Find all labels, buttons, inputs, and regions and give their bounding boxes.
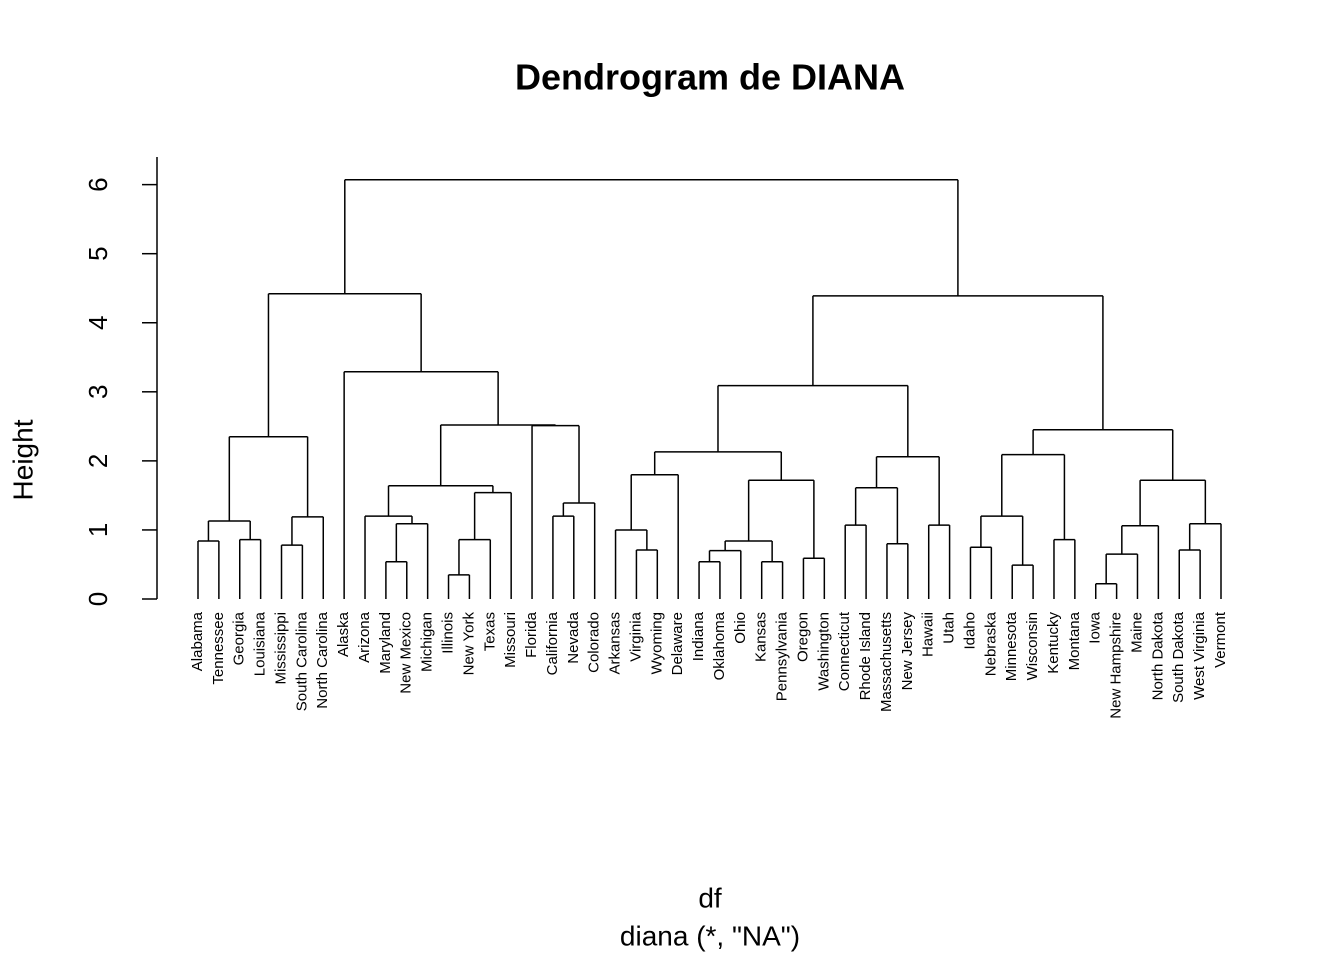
- leaf-label: Minnesota: [1003, 611, 1020, 681]
- y-tick-label: 4: [83, 316, 113, 330]
- y-tick-label: 5: [83, 246, 113, 260]
- leaf-label: South Dakota: [1170, 611, 1187, 703]
- y-tick-label: 1: [83, 523, 113, 537]
- y-tick-label: 6: [83, 177, 113, 191]
- leaf-label: Mississippi: [272, 612, 289, 685]
- leaf-label: Maine: [1128, 612, 1145, 653]
- leaf-label: New Mexico: [398, 612, 415, 694]
- leaf-label: Missouri: [502, 612, 519, 668]
- leaf-label: West Virginia: [1191, 611, 1208, 699]
- leaf-label: Illinois: [439, 612, 456, 654]
- y-tick-label: 3: [83, 385, 113, 399]
- leaf-label: Alabama: [189, 611, 206, 671]
- leaf-label: Indiana: [690, 611, 707, 661]
- y-tick-label: 0: [83, 592, 113, 606]
- leaf-label: Texas: [481, 612, 498, 651]
- leaf-label: Florida: [523, 611, 540, 658]
- y-tick-label: 2: [83, 454, 113, 468]
- leaf-label: Oregon: [794, 612, 811, 662]
- leaf-label: Kansas: [753, 612, 770, 662]
- leaf-label: Montana: [1066, 611, 1083, 670]
- leaf-label: Arkansas: [607, 612, 624, 675]
- leaf-label: Maryland: [377, 612, 394, 674]
- leaf-label: Michigan: [419, 612, 436, 672]
- leaf-label: Utah: [941, 612, 958, 644]
- leaf-label: Colorado: [586, 612, 603, 673]
- leaf-label: Wisconsin: [1024, 612, 1041, 680]
- leaf-label: Nebraska: [982, 611, 999, 676]
- leaf-label: Louisiana: [252, 611, 269, 676]
- leaf-label: Vermont: [1212, 611, 1229, 668]
- leaf-label: Wyoming: [648, 612, 665, 674]
- leaf-label: New Jersey: [899, 612, 916, 691]
- leaf-label: New Hampshire: [1108, 612, 1125, 719]
- chart-title: Dendrogram de DIANA: [515, 57, 905, 98]
- leaf-label: Georgia: [231, 611, 248, 665]
- leaf-label: Hawaii: [920, 612, 937, 657]
- leaf-label: Oklahoma: [711, 611, 728, 680]
- leaf-label: Washington: [815, 612, 832, 691]
- leaf-label: Delaware: [669, 612, 686, 675]
- leaf-label: Tennessee: [210, 612, 227, 685]
- leaf-label: Pennsylvania: [774, 611, 791, 701]
- leaf-label: Alaska: [335, 611, 352, 657]
- y-axis-label: Height: [7, 419, 38, 500]
- leaf-label: South Carolina: [293, 611, 310, 711]
- leaf-label: Rhode Island: [857, 612, 874, 700]
- leaf-label: Ohio: [732, 612, 749, 644]
- leaf-label: Massachusetts: [878, 612, 895, 712]
- leaf-label: North Carolina: [314, 611, 331, 708]
- x-axis-label: df: [698, 882, 722, 913]
- leaf-label: Idaho: [961, 612, 978, 650]
- leaf-label: Iowa: [1087, 611, 1104, 643]
- leaf-label: Connecticut: [836, 611, 853, 691]
- leaf-label: Kentucky: [1045, 612, 1062, 674]
- leaf-label: Arizona: [356, 611, 373, 663]
- leaf-label: California: [544, 611, 561, 675]
- leaf-label: North Dakota: [1149, 611, 1166, 700]
- leaf-label: Nevada: [565, 611, 582, 663]
- leaf-label: New York: [460, 612, 477, 676]
- subtitle: diana (*, "NA"): [620, 920, 800, 951]
- leaf-label: Virginia: [627, 611, 644, 661]
